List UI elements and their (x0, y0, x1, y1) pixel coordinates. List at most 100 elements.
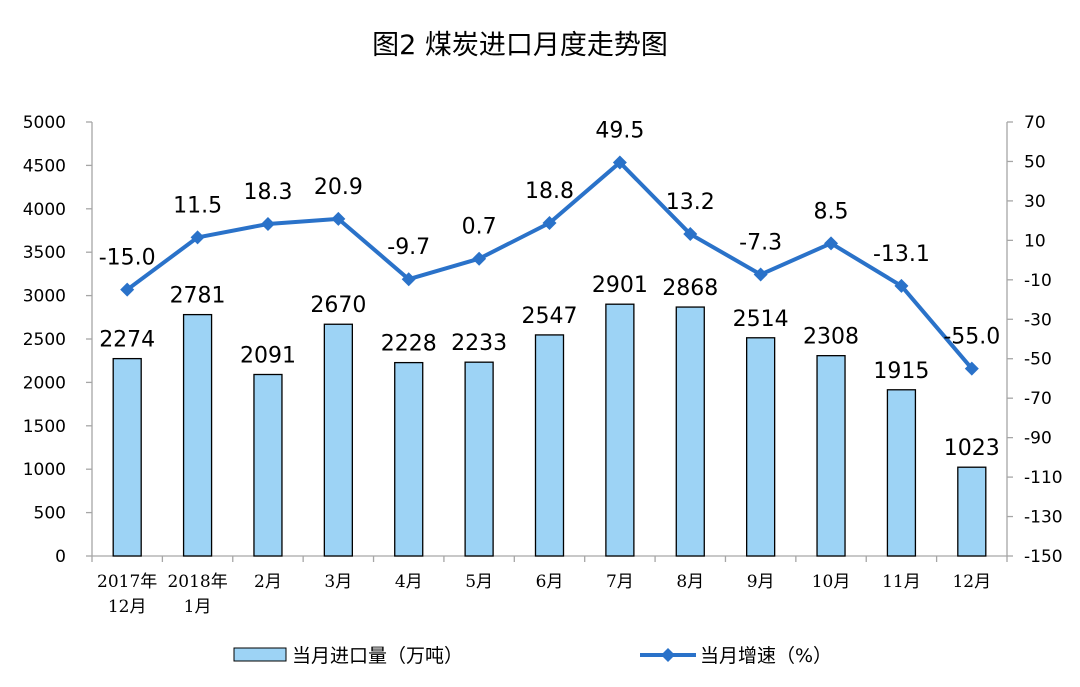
line-value-label: -15.0 (99, 246, 156, 271)
line-series (120, 155, 979, 376)
chart-title: 图2 煤炭进口月度走势图 (372, 30, 668, 61)
left-y-tick-label: 3000 (23, 287, 66, 307)
bar-value-label: 2514 (733, 307, 789, 332)
x-tick-label: 8月 (676, 572, 704, 592)
right-y-tick-label: 30 (1024, 192, 1046, 212)
bar-value-label: 2091 (240, 344, 296, 369)
bar-value-label: 2233 (451, 331, 507, 356)
line-point (824, 236, 839, 251)
line-value-label: 13.2 (666, 190, 715, 215)
line-point (331, 211, 346, 226)
bar (323, 323, 353, 557)
legend-bar-swatch (233, 647, 287, 662)
x-axis-ticks: 2017年 12月 2018年 1月 2月 3月 4月 5月 6月 7月 8月 9月 10月 11月 12月 (91, 556, 1008, 617)
legend-line-marker (661, 648, 675, 662)
line-value-label: 0.7 (462, 215, 497, 240)
bar-value-label: 2274 (99, 328, 155, 353)
bar-value-label: 1915 (873, 359, 929, 384)
bar (534, 334, 565, 557)
left-y-tick-label: 1000 (23, 460, 66, 480)
x-tick-label: 7月 (606, 572, 634, 592)
bar-value-label: 2308 (803, 325, 859, 350)
x-tick-label: 6月 (536, 572, 564, 592)
x-tick-label: 5月 (465, 572, 493, 592)
line-value-label: -9.7 (387, 235, 430, 260)
x-tick-label: 2017年 (97, 572, 157, 592)
right-y-tick-label: -30 (1024, 310, 1052, 330)
left-y-tick-label: 2500 (23, 330, 66, 350)
left-y-tick-label: 500 (34, 504, 66, 524)
line-value-label: -55.0 (943, 325, 1000, 350)
bar (957, 466, 987, 557)
legend-bar-label: 当月进口量（万吨） (292, 645, 463, 667)
line-point (120, 282, 135, 297)
bar-value-label: 2228 (381, 332, 437, 357)
left-y-tick-label: 0 (55, 547, 66, 567)
line-point (472, 251, 487, 266)
legend: 当月进口量（万吨） 当月增速（%） (233, 645, 832, 667)
bar (605, 303, 635, 557)
line-value-label: 18.8 (525, 179, 574, 204)
line-point (753, 267, 768, 282)
x-tick-label: 9月 (747, 572, 775, 592)
x-tick-label: 11月 (882, 572, 921, 592)
x-tick-label: 10月 (812, 572, 851, 592)
bar (112, 357, 142, 557)
line-value-label: 49.5 (595, 118, 644, 143)
right-y-tick-label: -10 (1024, 271, 1052, 291)
left-y-tick-label: 2000 (23, 373, 66, 393)
line-value-label: -7.3 (739, 230, 782, 255)
bar (394, 361, 424, 557)
right-y-tick-label: -50 (1024, 350, 1052, 370)
line-point (964, 361, 979, 376)
right-y-tick-label: 10 (1024, 231, 1046, 251)
left-y-tick-label: 4000 (23, 200, 66, 220)
right-y-tick-label: -70 (1024, 389, 1052, 409)
x-tick-label: 12月 (952, 572, 991, 592)
line-value-label: 11.5 (173, 193, 222, 218)
bar (816, 355, 846, 557)
bar (886, 389, 917, 557)
bar-value-label: 2781 (170, 284, 226, 309)
line-point (612, 155, 627, 170)
left-y-tick-label: 3500 (23, 243, 66, 263)
line-point (542, 216, 557, 231)
x-tick-label: 2月 (254, 572, 282, 592)
line-value-label: -13.1 (873, 242, 930, 267)
right-y-tick-label: -110 (1024, 468, 1063, 488)
right-y-axis-ticks: 70 50 30 10 -10 -30 -50 -70 -90 -110 -130 -150 (1007, 113, 1063, 567)
bar (182, 313, 213, 557)
legend-line-label: 当月增速（%） (700, 645, 832, 667)
line-value-label: 20.9 (314, 175, 363, 200)
right-y-tick-label: 70 (1024, 113, 1046, 133)
left-y-tick-label: 4500 (23, 156, 66, 176)
right-y-tick-label: -130 (1024, 508, 1063, 528)
bar-value-label: 2547 (522, 304, 578, 329)
line-point (190, 230, 205, 245)
bar-value-label: 2868 (662, 276, 718, 301)
line-point (683, 227, 698, 242)
line-value-label: 18.3 (243, 180, 292, 205)
bar (253, 373, 283, 557)
line-point (260, 216, 275, 231)
x-tick-label: 12月 (108, 597, 147, 617)
bar-value-label: 1023 (944, 436, 1000, 461)
bar-value-labels: 2274 2781 2091 2670 2228 2233 2547 2901 2868 2514… (99, 273, 1000, 461)
x-tick-label: 3月 (324, 572, 352, 592)
right-y-tick-label: 50 (1024, 152, 1046, 172)
bar-value-label: 2901 (592, 273, 648, 298)
line-point (401, 272, 416, 287)
bar (746, 337, 776, 557)
bar-value-label: 2670 (310, 293, 366, 318)
x-tick-label: 2018年 (167, 572, 227, 592)
right-y-tick-label: -150 (1024, 547, 1063, 567)
bar-series (112, 303, 987, 557)
bar (464, 361, 494, 557)
x-tick-label: 4月 (395, 572, 423, 592)
line-point (894, 278, 909, 293)
left-y-tick-label: 1500 (23, 417, 66, 437)
x-tick-label: 1月 (184, 597, 212, 617)
line-value-labels: -15.0 11.5 18.3 20.9 -9.7 0.7 18.8 49.5 13.2 -7.3… (99, 118, 1001, 349)
